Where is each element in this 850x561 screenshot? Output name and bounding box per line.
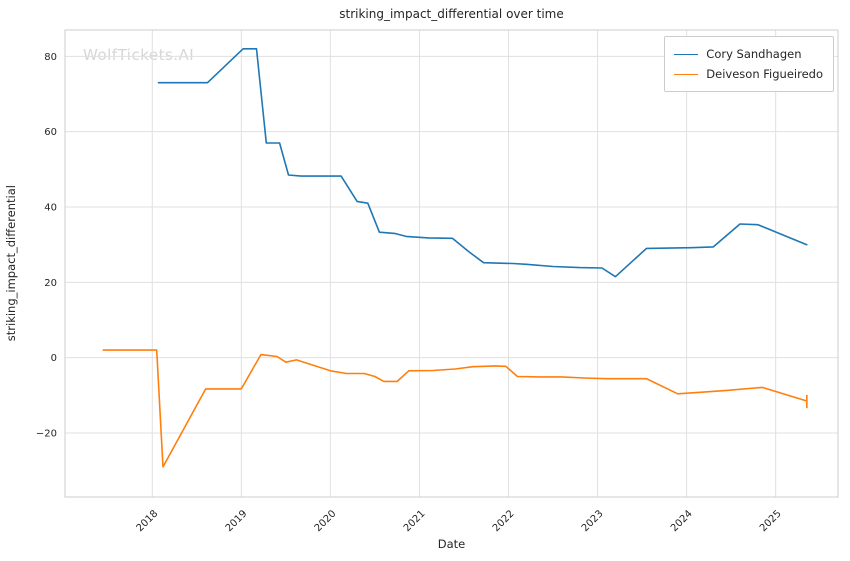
- x-tick-label: 2020: [313, 508, 339, 534]
- legend-line-swatch-blue: [674, 53, 699, 55]
- legend-item-deiveson-figueiredo: Deiveson Figueiredo: [674, 64, 823, 84]
- x-tick-label: 2023: [580, 508, 606, 534]
- legend-line-swatch-orange: [674, 73, 699, 75]
- y-tick-label: 0: [51, 353, 57, 364]
- x-tick-label: 2022: [491, 508, 517, 534]
- x-tick-label: 2019: [224, 508, 250, 534]
- chart-title: striking_impact_differential over time: [339, 7, 564, 21]
- y-tick-label: −20: [36, 428, 57, 439]
- legend: Cory Sandhagen Deiveson Figueiredo: [664, 36, 834, 92]
- x-tick-label: 2021: [402, 508, 428, 534]
- y-tick-label: 60: [44, 127, 57, 138]
- x-axis-label: Date: [437, 537, 466, 551]
- y-tick-label: 80: [44, 52, 57, 63]
- y-tick-label: 40: [44, 203, 57, 214]
- y-axis-label-container: striking_impact_differential: [4, 30, 18, 497]
- legend-label: Cory Sandhagen: [706, 47, 802, 61]
- y-tick-label: 20: [44, 278, 57, 289]
- series-line-1: [102, 349, 808, 468]
- series-line-0: [157, 47, 808, 278]
- legend-item-cory-sandhagen: Cory Sandhagen: [674, 44, 823, 64]
- legend-label: Deiveson Figueiredo: [706, 67, 823, 81]
- x-tick-label: 2018: [135, 508, 161, 534]
- watermark-text: WolfTickets.AI: [83, 46, 195, 64]
- x-tick-label: 2025: [758, 508, 784, 534]
- plot-border: [64, 29, 839, 498]
- y-axis-label: striking_impact_differential: [4, 185, 18, 342]
- x-tick-label: 2024: [669, 508, 695, 534]
